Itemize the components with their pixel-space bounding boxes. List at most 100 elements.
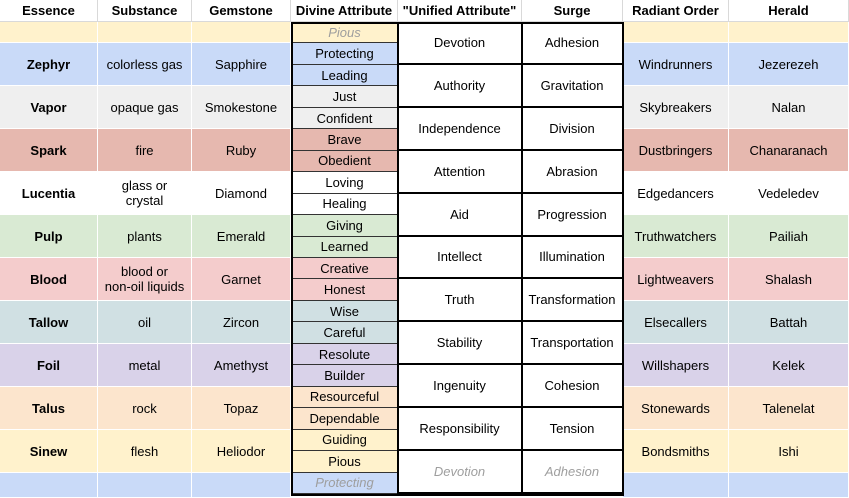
divine-attribute-cell[interactable]: Leading [291,64,398,87]
header-gemstone[interactable]: Gemstone [192,0,291,22]
essence-cell[interactable]: Spark [0,129,98,172]
essence-cell[interactable]: Sinew [0,430,98,473]
essence-cell[interactable]: Zephyr [0,43,98,86]
substance-cell[interactable]: oil [98,301,192,344]
top-filler-cell[interactable] [192,22,291,43]
surge-cell[interactable]: Gravitation [522,64,623,108]
divine-attribute-cell[interactable]: Resolute [291,343,398,366]
top-filler-cell[interactable] [98,22,192,43]
radiant-order-cell[interactable]: Stonewards [623,387,729,430]
divine-attribute-cell[interactable]: Dependable [291,408,398,430]
essence-cell[interactable]: Blood [0,258,98,301]
divine-attribute-cell[interactable]: Protecting [291,472,398,494]
divine-attribute-cell[interactable]: Pious [291,22,398,44]
herald-cell[interactable]: Jezerezeh [729,43,849,86]
gemstone-cell[interactable]: Heliodor [192,430,291,473]
divine-attribute-cell[interactable]: Builder [291,365,398,387]
herald-cell[interactable]: Nalan [729,86,849,129]
gemstone-cell[interactable]: Amethyst [192,344,291,387]
top-filler-cell[interactable] [729,22,849,43]
essence-cell[interactable]: Lucentia [0,172,98,215]
herald-cell[interactable]: Talenelat [729,387,849,430]
bottom-filler-cell[interactable] [98,473,192,498]
radiant-order-cell[interactable]: Skybreakers [623,86,729,129]
essence-cell[interactable]: Tallow [0,301,98,344]
header-herald[interactable]: Herald [729,0,849,22]
divine-attribute-cell[interactable]: Careful [291,322,398,344]
divine-attribute-cell[interactable]: Learned [291,236,398,258]
unified-attribute-cell[interactable]: Responsibility [398,408,522,452]
radiant-order-cell[interactable]: Truthwatchers [623,215,729,258]
divine-attribute-cell[interactable]: Confident [291,107,398,130]
divine-attribute-cell[interactable]: Healing [291,193,398,216]
divine-attribute-cell[interactable]: Brave [291,129,398,151]
surge-cell[interactable]: Adhesion [522,22,623,65]
radiant-order-cell[interactable]: Bondsmiths [623,430,729,473]
header-substance[interactable]: Substance [98,0,192,22]
substance-cell[interactable]: fire [98,129,192,172]
bottom-filler-cell[interactable] [192,473,291,498]
header-surge[interactable]: Surge [522,0,623,22]
divine-attribute-cell[interactable]: Pious [291,451,398,473]
herald-cell[interactable]: Chanaranach [729,129,849,172]
surge-cell[interactable]: Division [522,107,623,151]
header-essence[interactable]: Essence [0,0,98,22]
gemstone-cell[interactable]: Ruby [192,129,291,172]
unified-attribute-cell[interactable]: Intellect [398,236,522,280]
divine-attribute-cell[interactable]: Loving [291,172,398,194]
divine-attribute-cell[interactable]: Giving [291,215,398,237]
substance-cell[interactable]: rock [98,387,192,430]
surge-cell[interactable]: Transportation [522,322,623,366]
gemstone-cell[interactable]: Garnet [192,258,291,301]
essence-cell[interactable]: Talus [0,387,98,430]
unified-attribute-cell[interactable]: Authority [398,64,522,108]
divine-attribute-cell[interactable]: Just [291,86,398,108]
header-radiant-order[interactable]: Radiant Order [623,0,729,22]
header-divine-attribute[interactable]: Divine Attribute [291,0,398,22]
header-unified-attribute[interactable]: "Unified Attribute" [398,0,522,22]
divine-attribute-cell[interactable]: Guiding [291,429,398,452]
unified-attribute-cell[interactable]: Aid [398,193,522,237]
essence-cell[interactable]: Foil [0,344,98,387]
gemstone-cell[interactable]: Zircon [192,301,291,344]
divine-attribute-cell[interactable]: Resourceful [291,386,398,409]
divine-attribute-cell[interactable]: Wise [291,300,398,323]
top-filler-cell[interactable] [0,22,98,43]
gemstone-cell[interactable]: Diamond [192,172,291,215]
herald-cell[interactable]: Battah [729,301,849,344]
unified-attribute-cell[interactable]: Truth [398,279,522,323]
substance-cell[interactable]: glass or crystal [98,172,192,215]
unified-attribute-cell[interactable]: Stability [398,322,522,366]
unified-attribute-cell[interactable]: Devotion [398,451,522,494]
substance-cell[interactable]: blood or non-oil liquids [98,258,192,301]
unified-attribute-cell[interactable]: Ingenuity [398,365,522,409]
radiant-order-cell[interactable]: Dustbringers [623,129,729,172]
unified-attribute-cell[interactable]: Independence [398,107,522,151]
unified-attribute-cell[interactable]: Attention [398,150,522,194]
substance-cell[interactable]: plants [98,215,192,258]
substance-cell[interactable]: colorless gas [98,43,192,86]
radiant-order-cell[interactable]: Willshapers [623,344,729,387]
herald-cell[interactable]: Pailiah [729,215,849,258]
surge-cell[interactable]: Abrasion [522,150,623,194]
unified-attribute-cell[interactable]: Devotion [398,22,522,65]
herald-cell[interactable]: Ishi [729,430,849,473]
substance-cell[interactable]: metal [98,344,192,387]
divine-attribute-cell[interactable]: Honest [291,279,398,301]
gemstone-cell[interactable]: Smokestone [192,86,291,129]
herald-cell[interactable]: Vedeledev [729,172,849,215]
gemstone-cell[interactable]: Topaz [192,387,291,430]
radiant-order-cell[interactable]: Lightweavers [623,258,729,301]
surge-cell[interactable]: Adhesion [522,451,623,494]
divine-attribute-cell[interactable]: Protecting [291,43,398,65]
surge-cell[interactable]: Transformation [522,279,623,323]
radiant-order-cell[interactable]: Windrunners [623,43,729,86]
gemstone-cell[interactable]: Emerald [192,215,291,258]
substance-cell[interactable]: opaque gas [98,86,192,129]
divine-attribute-cell[interactable]: Obedient [291,150,398,173]
surge-cell[interactable]: Progression [522,193,623,237]
herald-cell[interactable]: Kelek [729,344,849,387]
bottom-filler-cell[interactable] [623,473,729,498]
essence-cell[interactable]: Pulp [0,215,98,258]
gemstone-cell[interactable]: Sapphire [192,43,291,86]
